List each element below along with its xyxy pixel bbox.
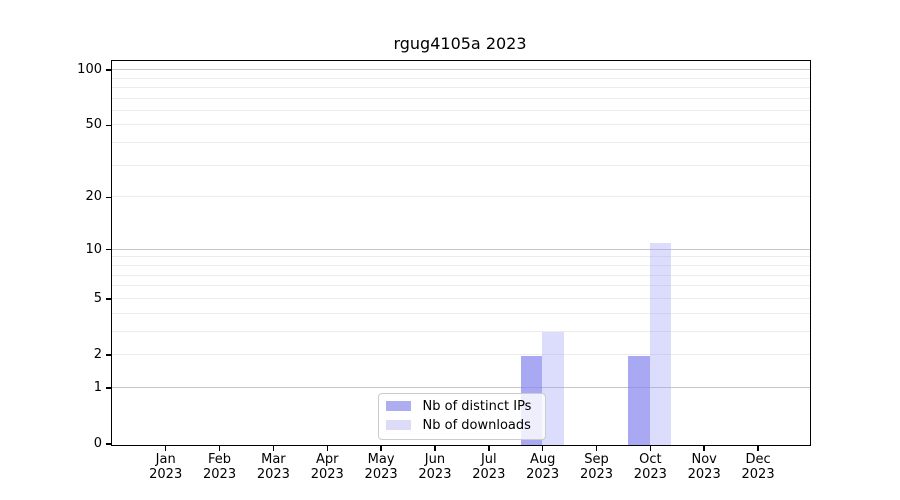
y-tick-label: 20 bbox=[85, 189, 102, 205]
bar-distinct-ips-oct bbox=[628, 355, 650, 445]
gridline-major bbox=[111, 248, 810, 250]
x-tick-month: Oct bbox=[639, 452, 662, 467]
x-tick-label: Dec 2023 bbox=[726, 452, 790, 482]
y-tick bbox=[105, 298, 111, 300]
legend-swatch-distinct-ips bbox=[385, 401, 411, 411]
bar-downloads-oct bbox=[649, 243, 672, 445]
y-tick-label: 50 bbox=[85, 117, 102, 133]
x-tick-label: Mar 2023 bbox=[241, 452, 305, 482]
x-tick bbox=[272, 445, 275, 451]
x-tick-month: Apr bbox=[316, 452, 339, 467]
gridline-major bbox=[111, 69, 810, 71]
x-tick-label: Sep 2023 bbox=[565, 452, 629, 482]
x-tick bbox=[164, 445, 167, 451]
x-tick bbox=[380, 445, 382, 451]
gridline-minor bbox=[111, 297, 810, 299]
x-tick-month: Jan bbox=[155, 452, 176, 467]
chart-title: rgug4105a 2023 bbox=[393, 34, 527, 53]
x-tick-label: May 2023 bbox=[349, 452, 413, 482]
y-tick bbox=[105, 443, 111, 445]
gridline-minor bbox=[111, 274, 810, 276]
gridline-minor bbox=[111, 109, 810, 111]
legend-item-distinct-ips: Nb of distinct IPs bbox=[385, 397, 537, 416]
gridline-minor bbox=[111, 124, 810, 126]
x-tick bbox=[595, 445, 598, 451]
x-tick-month: Mar bbox=[261, 452, 286, 467]
x-tick-month: Dec bbox=[745, 452, 771, 467]
x-tick-month: Feb bbox=[208, 452, 232, 467]
x-tick bbox=[541, 445, 544, 451]
x-tick-label: Feb 2023 bbox=[188, 452, 252, 482]
y-tick bbox=[105, 196, 111, 199]
gridline-minor bbox=[111, 312, 810, 314]
y-tick bbox=[105, 124, 111, 127]
x-tick-year: 2023 bbox=[203, 467, 237, 482]
legend-label-downloads: Nb of downloads bbox=[422, 417, 531, 433]
x-tick-year: 2023 bbox=[741, 467, 775, 482]
x-tick bbox=[218, 445, 221, 451]
y-tick bbox=[105, 69, 111, 71]
x-tick-label: Nov 2023 bbox=[672, 452, 736, 482]
x-tick-month: Sep bbox=[584, 452, 609, 467]
legend-swatch-downloads bbox=[385, 420, 411, 430]
x-tick-year: 2023 bbox=[633, 467, 667, 482]
x-tick-year: 2023 bbox=[472, 467, 506, 482]
gridline-minor bbox=[111, 353, 810, 355]
gridline-minor bbox=[111, 285, 810, 287]
x-tick-year: 2023 bbox=[310, 467, 344, 482]
x-tick-year: 2023 bbox=[579, 467, 614, 482]
plot-area: Nb of distinct IPs Nb of downloads bbox=[110, 59, 811, 446]
x-tick bbox=[488, 445, 490, 451]
x-tick-month: Nov bbox=[691, 452, 717, 467]
gridline-major bbox=[111, 386, 810, 388]
legend: Nb of distinct IPs Nb of downloads bbox=[377, 392, 546, 440]
x-tick-month: Jun bbox=[424, 452, 446, 467]
y-tick bbox=[105, 354, 111, 356]
x-tick-month: Aug bbox=[529, 452, 556, 467]
x-tick bbox=[757, 445, 759, 451]
x-tick-year: 2023 bbox=[256, 467, 290, 482]
gridline-minor bbox=[111, 256, 810, 258]
y-tick-label: 10 bbox=[85, 241, 102, 257]
gridline-minor bbox=[111, 196, 810, 198]
gridline-minor bbox=[111, 330, 810, 332]
gridline-minor bbox=[111, 142, 810, 144]
x-tick bbox=[434, 445, 436, 451]
x-tick-month: May bbox=[367, 452, 395, 467]
x-tick-year: 2023 bbox=[418, 467, 452, 482]
x-tick bbox=[326, 445, 328, 451]
y-tick-label: 0 bbox=[93, 436, 102, 451]
y-tick-label: 100 bbox=[77, 62, 102, 78]
gridline-minor bbox=[111, 97, 810, 99]
gridline-minor bbox=[111, 77, 810, 79]
x-tick-label: Jul 2023 bbox=[457, 452, 521, 482]
gridline-minor bbox=[111, 264, 810, 266]
bar-downloads-aug bbox=[542, 332, 564, 445]
y-tick-label: 2 bbox=[93, 346, 102, 362]
x-tick-month: Jul bbox=[480, 452, 497, 467]
x-tick-label: Oct 2023 bbox=[618, 452, 682, 482]
legend-item-downloads: Nb of downloads bbox=[385, 416, 537, 435]
x-tick-label: Apr 2023 bbox=[295, 452, 359, 482]
x-tick-label: Jun 2023 bbox=[403, 452, 467, 482]
y-tick-label: 5 bbox=[93, 290, 102, 306]
x-tick-year: 2023 bbox=[526, 467, 560, 482]
x-tick-year: 2023 bbox=[687, 467, 721, 482]
legend-label-distinct-ips: Nb of distinct IPs bbox=[422, 398, 532, 414]
gridline-minor bbox=[111, 164, 810, 166]
gridline-minor bbox=[111, 86, 810, 88]
x-tick-year: 2023 bbox=[149, 467, 183, 482]
x-tick-year: 2023 bbox=[364, 467, 398, 482]
x-tick bbox=[649, 445, 652, 451]
y-tick bbox=[105, 248, 111, 251]
x-tick-label: Jan 2023 bbox=[134, 452, 198, 482]
x-tick bbox=[703, 445, 705, 451]
y-tick-label: 1 bbox=[93, 379, 102, 395]
y-tick bbox=[105, 387, 111, 389]
x-tick-label: Aug 2023 bbox=[511, 452, 575, 482]
